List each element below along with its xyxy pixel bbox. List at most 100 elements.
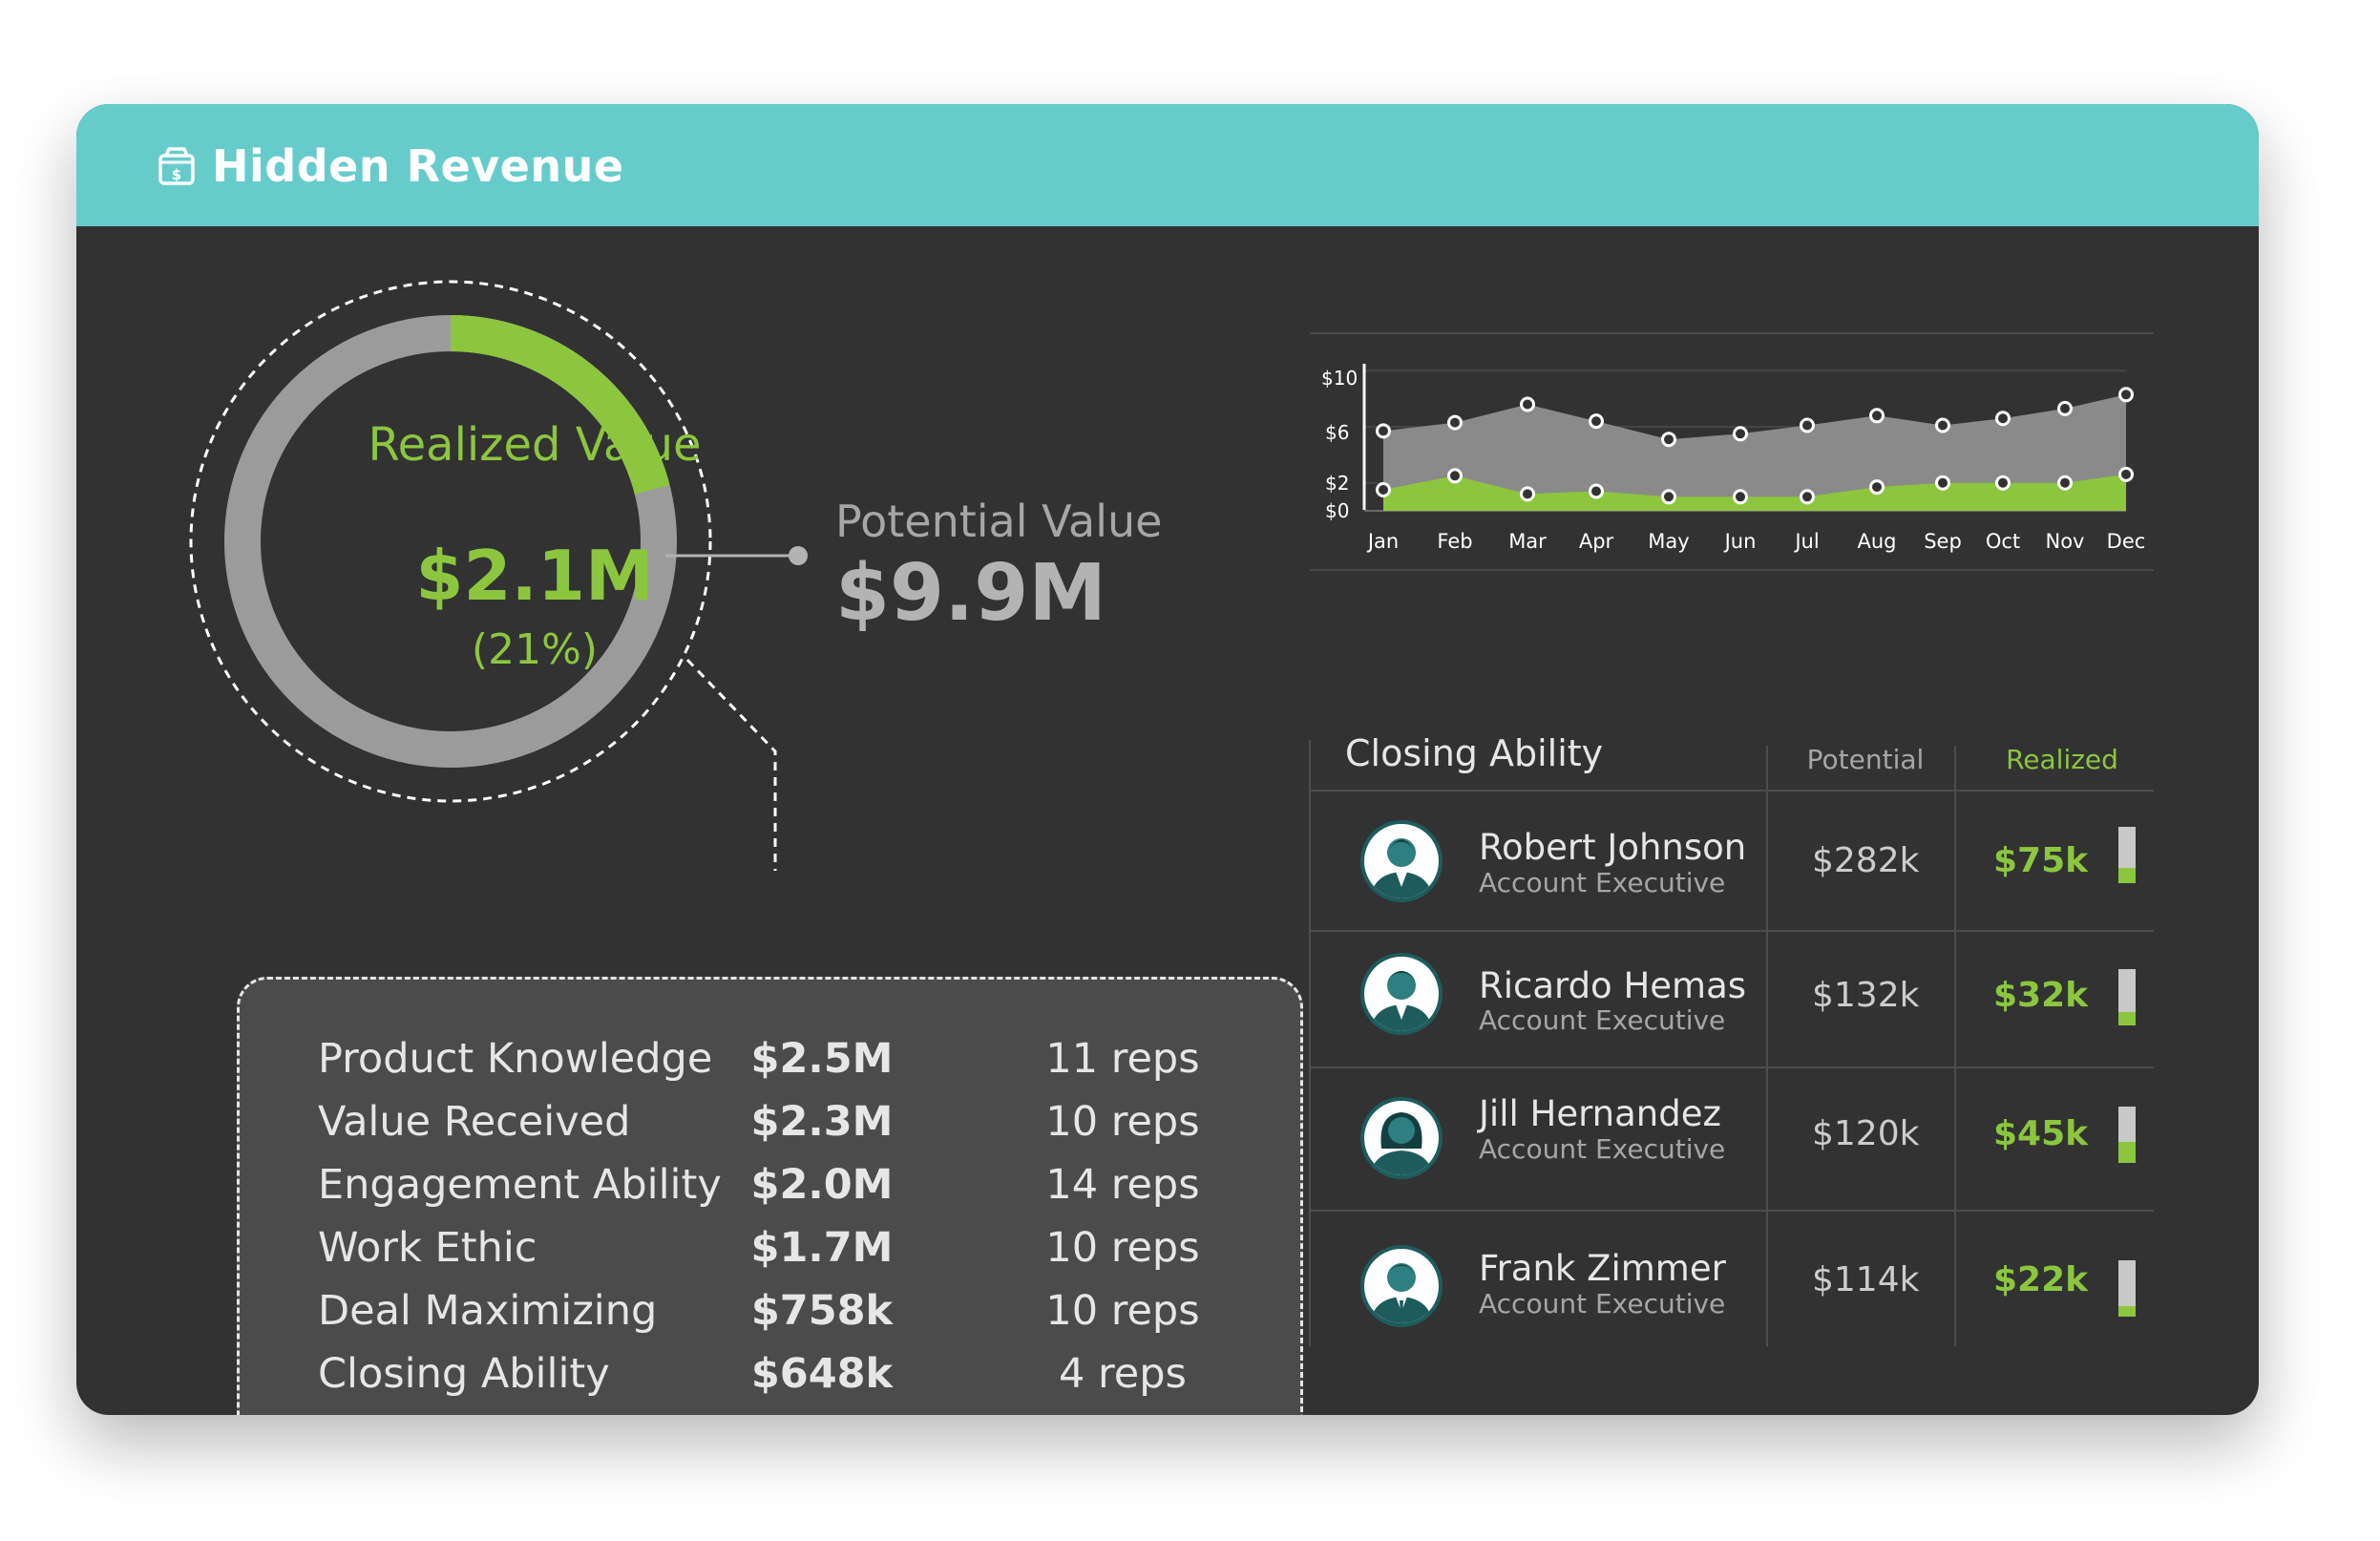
potential-data-point — [1589, 413, 1604, 430]
rep-realized: $32k — [1993, 976, 2089, 1015]
breakdown-reps: 14 reps — [1045, 1161, 1200, 1209]
realized-data-point — [1661, 489, 1676, 505]
y-tick-label: $2 — [1325, 472, 1350, 495]
realized-data-point — [2057, 475, 2073, 491]
breakdown-row: Closing Ability $648k 4 reps — [240, 1350, 1300, 1407]
breakdown-name: Value Received — [318, 1098, 631, 1146]
breakdown-reps: 4 reps — [1059, 1350, 1187, 1398]
rep-avatar — [1360, 1245, 1443, 1327]
y-tick-label: $10 — [1321, 367, 1358, 390]
realized-data-point — [1520, 486, 1535, 502]
donut-outer-dashed-ring — [189, 280, 712, 803]
person-icon — [1370, 838, 1433, 898]
breakdown-value: $758k — [750, 1287, 894, 1335]
breakdown-row: Engagement Ability $2.0M 14 reps — [240, 1161, 1300, 1218]
card-title: Hidden Revenue — [212, 140, 624, 192]
potential-data-point — [1995, 411, 2011, 427]
realized-data-point — [1935, 475, 1950, 491]
realized-value-amount: $2.1M — [415, 536, 654, 616]
monthly-area-chart — [1310, 332, 2154, 571]
breakdown-row: Product Knowledge $2.5M 11 reps — [240, 1035, 1300, 1092]
hidden-revenue-card: $ Hidden Revenue Realized Value $2.1M (2… — [76, 104, 2259, 1415]
breakdown-name: Closing Ability — [318, 1350, 610, 1398]
breakdown-panel: Product Knowledge $2.5M 11 reps Value Re… — [237, 977, 1303, 1415]
breakdown-value: $1.7M — [750, 1224, 894, 1272]
potential-data-point — [1520, 396, 1535, 412]
realized-data-point — [1589, 483, 1604, 499]
breakdown-row: Work Ethic $1.7M 10 reps — [240, 1224, 1300, 1281]
x-tick-label: Jun — [1724, 530, 1757, 553]
potential-data-point — [1447, 414, 1463, 431]
breakdown-name: Work Ethic — [318, 1224, 537, 1272]
donut-realized-arc — [450, 315, 670, 495]
realized-ratio-fill — [2118, 1141, 2136, 1163]
column-header-realized: Realized — [2006, 744, 2118, 775]
realized-data-point — [1733, 489, 1748, 505]
card-header: $ Hidden Revenue — [76, 104, 2259, 226]
realized-data-point — [1869, 479, 1885, 496]
closing-table-title: Closing Ability — [1345, 732, 1604, 774]
realized-ratio-fill — [2118, 868, 2136, 883]
realized-ratio-fill — [2118, 1011, 2136, 1025]
realized-data-point — [2118, 466, 2134, 482]
rep-realized: $45k — [1993, 1114, 2089, 1153]
x-tick-label: May — [1648, 530, 1690, 553]
x-tick-label: Nov — [2045, 530, 2085, 553]
realized-data-point — [1800, 489, 1815, 505]
breakdown-reps: 10 reps — [1045, 1098, 1200, 1146]
realized-value-label: Realized Value — [368, 418, 702, 472]
potential-data-point — [2118, 387, 2134, 403]
closing-table-lines — [1309, 740, 2154, 1346]
x-tick-label: Mar — [1508, 530, 1547, 553]
realized-ratio-bar — [2118, 969, 2136, 1025]
rep-potential: $282k — [1812, 841, 1920, 880]
breakdown-row: Deal Maximizing $758k 10 reps — [240, 1287, 1300, 1344]
svg-text:$: $ — [172, 166, 181, 183]
realized-data-point — [1447, 468, 1463, 484]
realized-ratio-bar — [2118, 1260, 2136, 1317]
rep-avatar — [1360, 820, 1443, 902]
donut-graphics — [189, 280, 808, 871]
rep-avatar — [1360, 1097, 1443, 1179]
realized-ratio-fill — [2118, 1305, 2136, 1317]
breakdown-value: $2.5M — [750, 1035, 894, 1083]
breakdown-reps: 11 reps — [1045, 1035, 1200, 1083]
x-tick-label: Oct — [1985, 530, 2021, 553]
breakdown-name: Engagement Ability — [318, 1161, 722, 1209]
rep-name: Ricardo Hemas — [1479, 965, 1747, 1006]
rep-avatar — [1360, 953, 1443, 1035]
person-icon — [1370, 1263, 1433, 1323]
rep-potential: $114k — [1812, 1260, 1920, 1299]
realized-data-point — [1995, 475, 2011, 491]
revenue-box-icon: $ — [158, 147, 195, 185]
realized-ratio-bar — [2118, 1107, 2136, 1163]
breakdown-name: Deal Maximizing — [318, 1287, 658, 1335]
breakdown-value: $648k — [750, 1350, 894, 1398]
x-tick-label: Feb — [1437, 530, 1473, 553]
x-tick-label: Apr — [1578, 530, 1614, 553]
breakdown-reps: 10 reps — [1045, 1224, 1200, 1272]
potential-data-point — [1661, 432, 1676, 448]
potential-value-amount: $9.9M — [835, 548, 1106, 639]
breakdown-value: $2.0M — [750, 1161, 894, 1209]
rep-potential: $120k — [1812, 1114, 1920, 1153]
rep-name: Frank Zimmer — [1479, 1248, 1726, 1289]
y-tick-label: $0 — [1325, 499, 1350, 522]
y-tick-label: $6 — [1325, 421, 1350, 444]
x-tick-label: Jul — [1795, 530, 1820, 553]
breakdown-connector — [685, 658, 777, 871]
breakdown-row: Value Received $2.3M 10 reps — [240, 1098, 1300, 1155]
rep-name: Jill Hernandez — [1479, 1093, 1721, 1134]
breakdown-name: Product Knowledge — [318, 1035, 713, 1083]
rep-potential: $132k — [1812, 976, 1920, 1015]
breakdown-reps: 10 reps — [1045, 1287, 1200, 1335]
rep-name: Robert Johnson — [1479, 827, 1747, 868]
realized-ratio-bar — [2118, 827, 2136, 883]
potential-data-point — [1733, 426, 1748, 442]
rep-role: Account Executive — [1479, 1288, 1726, 1319]
potential-value-label: Potential Value — [835, 496, 1163, 547]
connector-dot — [789, 546, 808, 565]
potential-data-point — [1935, 417, 1950, 433]
rep-role: Account Executive — [1479, 1004, 1726, 1036]
rep-role: Account Executive — [1479, 1133, 1726, 1165]
